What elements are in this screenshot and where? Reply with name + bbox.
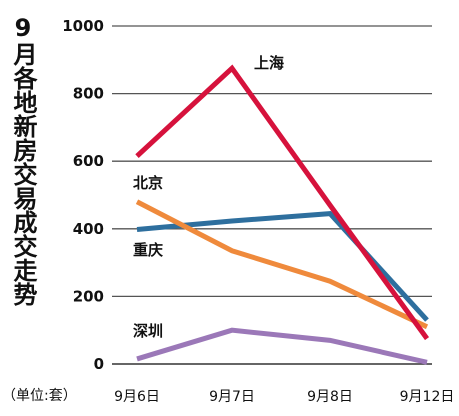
unit-label: （单位:套）	[2, 388, 77, 404]
series-line	[135, 64, 430, 341]
series-label: 重庆	[133, 241, 163, 259]
y-tick-label: 200	[73, 287, 104, 305]
grid-lines	[112, 25, 432, 365]
y-tick-label: 1000	[62, 17, 104, 35]
series-label: 上海	[254, 54, 284, 72]
x-tick-label: 9月7日	[209, 389, 255, 405]
series-label: 深圳	[133, 322, 163, 340]
x-tick-label: 9月8日	[307, 389, 353, 405]
x-tick-labels: 9月6日 9月7日 9月8日 9月12日	[114, 389, 454, 405]
x-tick-label: 9月12日	[400, 389, 455, 405]
series-label: 北京	[133, 174, 163, 192]
y-tick-label: 0	[94, 355, 104, 373]
y-tick-label: 400	[73, 220, 104, 238]
chart-title: 9月各地新房交易成交走势	[9, 14, 37, 306]
x-tick-label: 9月6日	[114, 389, 160, 405]
series-lines	[135, 64, 430, 365]
y-tick-label: 800	[73, 85, 104, 103]
series-line	[136, 327, 428, 365]
y-tick-label: 600	[73, 152, 104, 170]
y-tick-labels: 0 200 400 600 800 1000	[62, 17, 104, 373]
series-line	[135, 199, 429, 330]
